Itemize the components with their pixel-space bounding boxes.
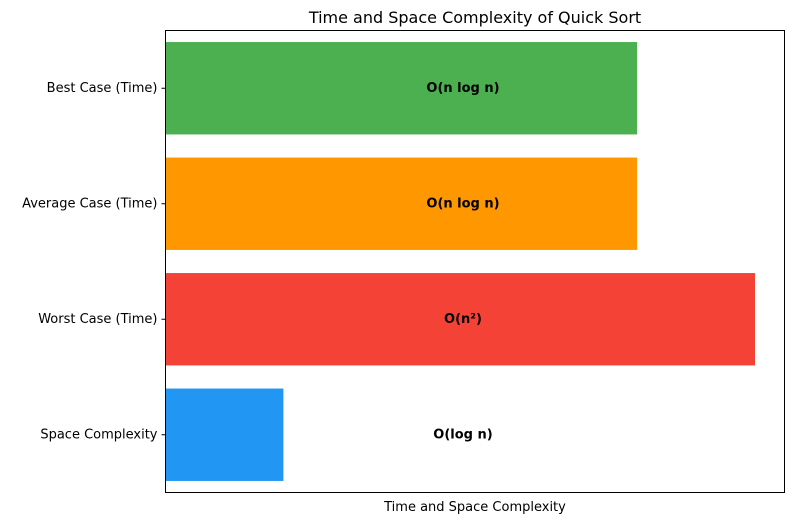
y-tick-label: Average Case (Time) bbox=[22, 196, 157, 211]
bar-data-label: O(n²) bbox=[444, 312, 482, 327]
bar-data-labels: O(log n) O(n²) O(n log n) O(n log n) bbox=[426, 81, 499, 443]
bar-data-label: O(n log n) bbox=[426, 81, 499, 96]
bar-average-case-time bbox=[165, 157, 638, 250]
bar-space-complexity bbox=[165, 388, 284, 481]
bar-data-label: O(log n) bbox=[433, 427, 492, 442]
bar-worst-case-time bbox=[165, 273, 756, 366]
y-tick-label: Worst Case (Time) bbox=[38, 312, 157, 327]
bar-best-case-time bbox=[165, 42, 638, 135]
y-tick-label: Space Complexity bbox=[40, 427, 157, 442]
chart-title: Time and Space Complexity of Quick Sort bbox=[308, 8, 641, 27]
y-tick-label: Best Case (Time) bbox=[47, 81, 158, 96]
bars-layer bbox=[165, 42, 756, 481]
bar-data-label: O(n log n) bbox=[426, 196, 499, 211]
x-axis-label: Time and Space Complexity bbox=[383, 500, 566, 515]
plot-frame bbox=[165, 30, 785, 493]
y-tick-labels: Space Complexity Worst Case (Time) Average… bbox=[22, 81, 166, 442]
